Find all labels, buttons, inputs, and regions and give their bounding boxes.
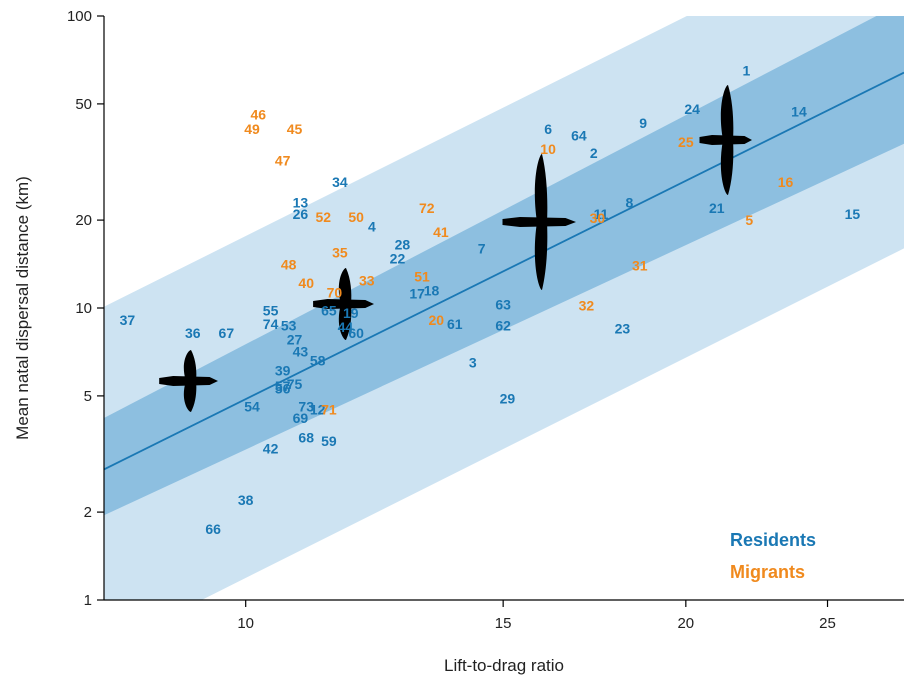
migrant-point-46: 46 [250, 106, 266, 122]
resident-point-73: 73 [298, 398, 314, 414]
y-tick-label: 1 [84, 592, 92, 609]
migrant-point-40: 40 [298, 275, 314, 291]
resident-point-62: 62 [495, 318, 511, 334]
resident-point-23: 23 [615, 321, 631, 337]
migrant-point-16: 16 [778, 174, 794, 190]
resident-point-58: 58 [310, 353, 326, 369]
resident-point-13: 13 [293, 194, 309, 210]
resident-point-44: 44 [338, 319, 354, 335]
resident-point-17: 17 [409, 286, 425, 302]
migrant-point-10: 10 [540, 141, 556, 157]
resident-point-63: 63 [495, 296, 511, 312]
resident-point-60: 60 [348, 325, 364, 341]
resident-point-53: 53 [281, 318, 297, 334]
bird-silhouette-small [159, 350, 218, 412]
resident-point-15: 15 [845, 206, 861, 222]
y-tick-label: 50 [75, 96, 92, 113]
y-tick-label: 5 [84, 388, 92, 405]
migrant-point-72: 72 [419, 200, 435, 216]
migrant-point-5: 5 [745, 212, 753, 228]
resident-point-38: 38 [238, 492, 254, 508]
bird-silhouettes [159, 85, 752, 412]
resident-point-65: 65 [321, 303, 337, 319]
migrant-point-20: 20 [428, 312, 444, 328]
resident-point-18: 18 [424, 282, 440, 298]
migrant-point-52: 52 [316, 209, 332, 225]
migrant-point-70: 70 [327, 285, 343, 301]
bird-silhouette-large [502, 154, 576, 290]
bird-silhouette-medium [313, 268, 374, 340]
resident-point-75: 75 [287, 376, 303, 392]
resident-point-1: 1 [742, 63, 750, 79]
resident-point-3: 3 [469, 355, 477, 371]
resident-point-2: 2 [590, 145, 598, 161]
migrant-point-48: 48 [281, 256, 297, 272]
fit-line [104, 71, 904, 471]
migrant-point-71: 71 [321, 401, 337, 417]
resident-point-55: 55 [263, 303, 279, 319]
y-tick-label: 20 [75, 212, 92, 229]
migrant-point-32: 32 [579, 297, 595, 313]
resident-point-74: 74 [263, 316, 279, 332]
migrant-point-45: 45 [287, 121, 303, 137]
x-tick-label: 25 [819, 615, 836, 632]
resident-point-57: 57 [275, 378, 291, 394]
resident-point-34: 34 [332, 174, 348, 190]
resident-point-19: 19 [343, 305, 359, 321]
migrant-point-51: 51 [414, 269, 430, 285]
resident-point-43: 43 [293, 343, 309, 359]
resident-point-28: 28 [395, 236, 411, 252]
resident-point-21: 21 [709, 200, 725, 216]
resident-point-14: 14 [791, 104, 807, 120]
migrant-point-31: 31 [632, 257, 648, 273]
resident-point-37: 37 [120, 312, 136, 328]
resident-point-4: 4 [368, 219, 376, 235]
migrant-point-50: 50 [348, 209, 364, 225]
migrant-point-35: 35 [332, 244, 348, 260]
resident-point-6: 6 [544, 121, 552, 137]
resident-point-59: 59 [321, 433, 337, 449]
y-tick-label: 2 [84, 504, 92, 521]
resident-point-68: 68 [298, 430, 314, 446]
resident-point-67: 67 [219, 325, 235, 341]
resident-point-56: 56 [275, 381, 291, 397]
bird-silhouette-xlarge [699, 85, 752, 195]
resident-point-54: 54 [244, 398, 260, 414]
resident-point-64: 64 [571, 127, 587, 143]
resident-point-12: 12 [310, 401, 326, 417]
resident-point-26: 26 [293, 206, 309, 222]
migrant-point-33: 33 [359, 273, 375, 289]
resident-point-61: 61 [447, 316, 463, 332]
resident-point-42: 42 [263, 441, 279, 457]
legend-migrants: Migrants [730, 562, 805, 582]
resident-point-22: 22 [390, 250, 406, 266]
resident-point-29: 29 [500, 390, 516, 406]
migrant-point-25: 25 [678, 134, 694, 150]
resident-point-24: 24 [684, 101, 700, 117]
y-axis-title: Mean natal dispersal distance (km) [13, 176, 32, 440]
resident-point-9: 9 [639, 115, 647, 131]
resident-point-39: 39 [275, 363, 291, 379]
resident-point-11: 11 [594, 206, 609, 222]
resident-point-69: 69 [293, 410, 309, 426]
x-tick-label: 20 [677, 615, 694, 632]
migrant-point-41: 41 [433, 224, 449, 240]
resident-point-7: 7 [478, 240, 486, 256]
y-tick-label: 100 [67, 8, 92, 25]
resident-point-27: 27 [287, 332, 303, 348]
migrant-point-47: 47 [275, 152, 291, 168]
x-tick-label: 10 [237, 615, 254, 632]
x-tick-label: 15 [495, 615, 512, 632]
migrant-point-49: 49 [244, 121, 260, 137]
x-axis-title: Lift-to-drag ratio [444, 656, 564, 675]
migrant-point-30: 30 [590, 210, 606, 226]
resident-point-8: 8 [626, 194, 634, 210]
resident-point-66: 66 [205, 521, 221, 537]
y-tick-label: 10 [75, 300, 92, 317]
resident-point-36: 36 [185, 325, 201, 341]
legend-residents: Residents [730, 530, 816, 550]
